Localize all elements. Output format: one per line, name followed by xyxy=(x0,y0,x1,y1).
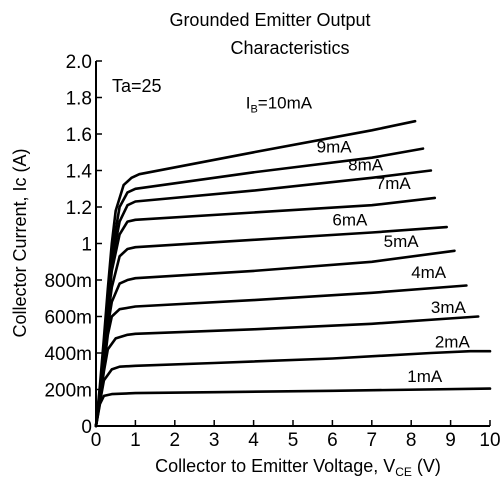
curves xyxy=(94,119,492,428)
x-axis: 0 1 2 3 4 5 6 7 8 9 10 xyxy=(91,420,501,451)
curve-series-9 xyxy=(94,119,417,428)
curve-label: IB=10mA xyxy=(246,93,313,115)
x-tick-label: 5 xyxy=(288,430,299,451)
y-tick-label: 600m xyxy=(44,308,92,329)
y-tick-label: 200m xyxy=(44,381,92,402)
curve-label: 3mA xyxy=(431,298,467,317)
x-tick-label: 10 xyxy=(479,430,500,451)
curve-label: 4mA xyxy=(411,263,447,282)
y-axis-label: Collector Current, Ic (A) xyxy=(10,148,30,337)
chart-title-line2: Characteristics xyxy=(230,38,349,58)
y-tick-label: 400m xyxy=(44,344,92,365)
chart-title-line1: Grounded Emitter Output xyxy=(169,10,370,30)
x-tick-label: 2 xyxy=(170,430,181,451)
x-tick-label: 3 xyxy=(209,430,220,451)
x-tick-label: 8 xyxy=(406,430,417,451)
x-tick-label: 6 xyxy=(327,430,338,451)
y-tick-label: 1 xyxy=(81,235,92,256)
x-tick-label: 7 xyxy=(367,430,378,451)
curve-label: 7mA xyxy=(376,174,412,193)
y-tick-label: 1.8 xyxy=(66,89,92,110)
curve-label: 1mA xyxy=(407,367,443,386)
x-tick-label: 9 xyxy=(445,430,456,451)
y-tick-label: 0 xyxy=(81,417,92,438)
x-axis-label: Collector to Emitter Voltage, VCE (V) xyxy=(155,456,441,479)
x-tick-label: 1 xyxy=(130,430,141,451)
annotation-ta: Ta=25 xyxy=(112,76,162,96)
x-tick-label: 4 xyxy=(248,430,259,451)
curve-label: 6mA xyxy=(332,210,368,229)
y-tick-label: 800m xyxy=(44,271,92,292)
y-tick-label: 1.2 xyxy=(66,198,92,219)
curve-label: 8mA xyxy=(348,156,384,175)
curve-label: 9mA xyxy=(317,137,353,156)
y-tick-label: 1.4 xyxy=(66,162,93,183)
y-tick-label: 1.6 xyxy=(66,125,92,146)
curve-label: 2mA xyxy=(435,333,471,352)
x-tick-label: 0 xyxy=(91,430,102,451)
curve-label: 5mA xyxy=(384,232,420,251)
y-tick-label: 2.0 xyxy=(66,52,92,73)
